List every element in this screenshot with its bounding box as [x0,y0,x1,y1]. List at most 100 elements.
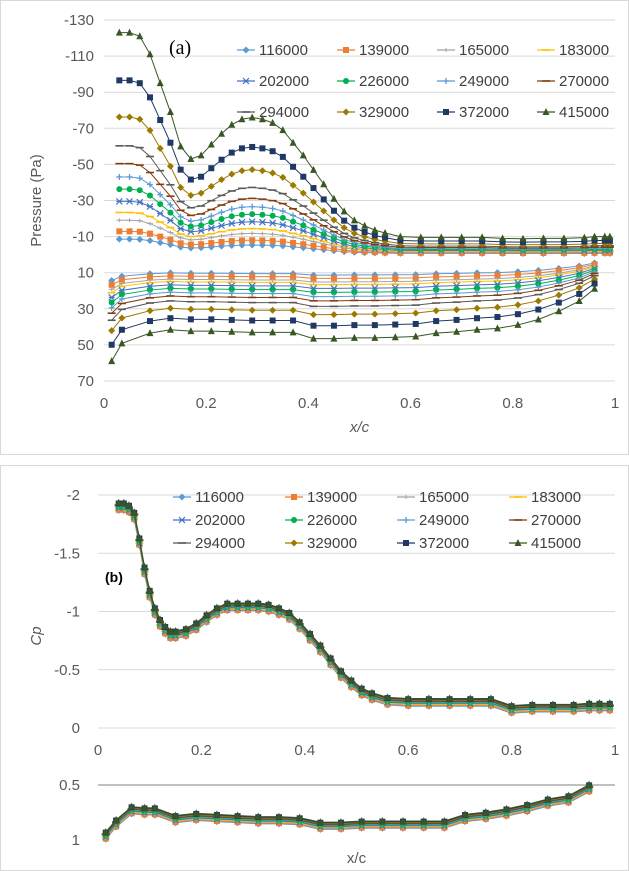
series-line-upper-415000 [118,502,610,707]
data-point-lower-415000 [296,813,304,821]
data-point-upper-202000 [289,224,297,232]
legend-marker-329000 [342,108,350,116]
legend-marker-249000 [443,78,449,84]
data-point-lower-372000 [290,317,297,324]
data-point-lower-165000 [269,277,276,282]
data-point-upper-249000 [208,213,215,220]
data-point-upper-139000 [167,236,174,243]
data-point-lower-329000 [432,307,440,315]
data-point-lower-415000 [151,803,159,811]
y-tick-label: 1 [72,832,80,849]
data-point-upper-415000 [361,221,369,229]
data-point-upper-372000 [560,238,567,245]
legend-label-202000: 202000 [259,73,309,90]
data-point-upper-415000 [396,232,404,240]
data-point-upper-372000 [361,228,368,235]
data-point-upper-165000 [320,241,327,246]
data-point-upper-415000 [404,694,412,702]
data-point-upper-329000 [126,113,134,121]
data-point-upper-372000 [218,156,225,163]
series-line-upper-372000 [119,79,610,243]
data-point-upper-415000 [337,666,345,674]
data-point-lower-372000 [494,314,501,321]
data-point-upper-202000 [115,197,123,205]
data-point-upper-415000 [125,501,133,509]
series-line-lower-249000 [105,787,590,836]
data-point-upper-415000 [560,234,568,242]
data-point-upper-329000 [269,169,277,177]
data-point-upper-165000 [310,239,317,244]
data-point-upper-372000 [591,237,598,244]
data-point-lower-415000 [108,357,116,365]
data-point-lower-372000 [433,318,440,325]
data-point-upper-139000 [310,242,317,249]
data-point-lower-165000 [453,277,460,282]
legend-marker-139000 [343,47,349,53]
data-point-lower-249000 [146,290,153,297]
data-point-upper-415000 [213,603,221,611]
data-point-upper-372000 [116,77,123,84]
data-point-lower-165000 [412,279,419,284]
data-point-lower-415000 [248,328,256,336]
y-tick-label: -110 [65,48,94,65]
series-line-lower-415000 [105,784,590,833]
data-point-lower-249000 [474,289,481,296]
data-point-lower-372000 [371,322,378,329]
data-point-lower-372000 [514,311,521,318]
data-point-upper-226000 [116,186,123,193]
data-point-upper-226000 [146,192,153,199]
data-point-upper-372000 [126,77,133,84]
data-point-upper-139000 [290,239,297,246]
data-point-upper-372000 [136,80,143,87]
data-point-upper-329000 [197,189,205,197]
data-point-upper-415000 [130,508,138,516]
data-point-lower-249000 [433,290,440,297]
legend-label-226000: 226000 [359,73,409,90]
x-axis-label: x/c [349,419,370,436]
data-point-upper-415000 [585,699,593,707]
data-point-upper-226000 [238,211,245,218]
data-point-upper-329000 [320,207,328,215]
data-point-upper-415000 [120,498,128,506]
data-point-lower-249000 [228,290,235,297]
data-point-upper-415000 [296,617,304,625]
data-point-upper-329000 [115,113,123,121]
legend-marker-329000 [290,539,298,547]
data-point-upper-415000 [135,533,143,541]
data-point-lower-372000 [249,317,256,324]
data-point-lower-415000 [187,327,195,335]
data-point-lower-372000 [591,280,598,287]
data-point-upper-202000 [218,222,225,230]
data-point-lower-226000 [208,286,215,293]
data-point-lower-415000 [502,804,510,812]
data-point-upper-415000 [234,598,242,606]
data-point-lower-415000 [461,810,469,818]
data-point-lower-226000 [249,286,256,293]
data-point-upper-415000 [358,684,366,692]
data-point-lower-226000 [535,280,542,287]
legend-label-183000: 183000 [531,489,581,506]
y-tick-label: -10 [72,229,94,246]
data-point-upper-202000 [228,220,236,227]
data-point-lower-226000 [269,286,276,293]
legend-marker-372000 [443,109,449,115]
data-point-lower-372000 [412,320,419,327]
legend-label-116000: 116000 [259,42,308,59]
legend-marker-415000 [542,108,550,115]
legend-label-294000: 294000 [195,535,245,552]
data-point-upper-415000 [187,154,195,162]
y-tick-label: -0.5 [54,662,80,679]
series-line-upper-249000 [119,176,610,250]
data-point-upper-372000 [382,234,389,241]
data-point-lower-226000 [228,286,235,293]
data-point-upper-415000 [244,598,252,606]
data-point-upper-226000 [167,209,174,216]
data-point-lower-372000 [330,322,337,329]
x-tick-label: 1 [611,395,619,412]
data-point-lower-329000 [118,314,126,322]
data-point-lower-372000 [535,306,542,313]
y-axis-label: Pressure (Pa) [28,154,45,247]
data-point-lower-329000 [391,310,399,318]
data-point-upper-372000 [187,176,194,183]
data-point-upper-202000 [299,227,307,235]
